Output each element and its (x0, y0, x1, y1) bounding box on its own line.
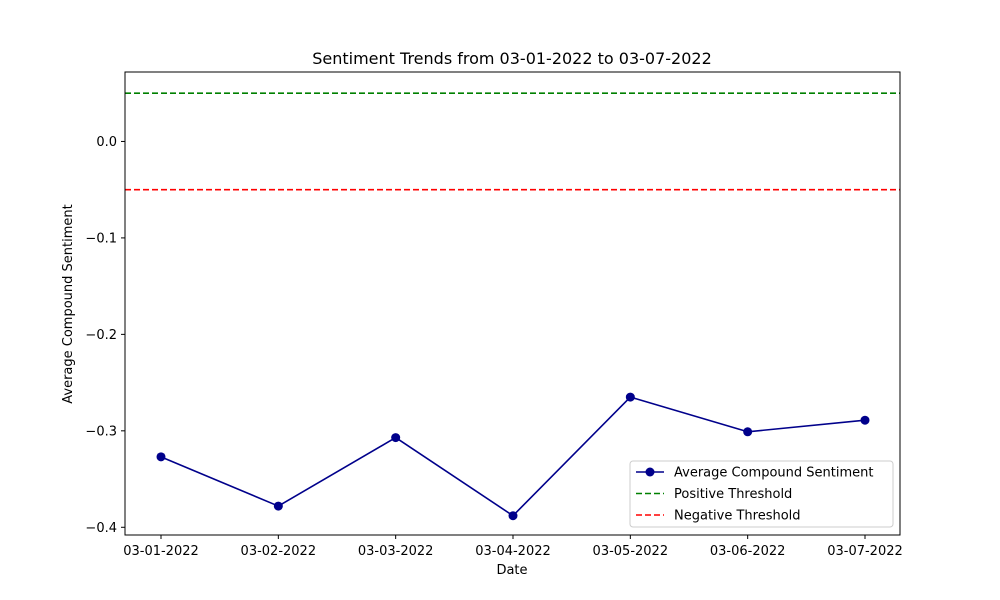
data-point (273, 501, 283, 511)
x-tick-label: 03-01-2022 (123, 544, 199, 559)
y-axis-ticks: 0.0 −0.1 −0.2 −0.3 −0.4 (85, 135, 125, 536)
legend-box (629, 460, 894, 528)
legend-label: Positive Threshold (674, 487, 792, 502)
x-tick-label: 03-03-2022 (358, 544, 434, 559)
x-tick-label: 03-05-2022 (593, 544, 669, 559)
x-axis-title: Date (496, 563, 527, 578)
legend-label: Negative Threshold (674, 509, 801, 524)
threshold-lines (125, 92, 900, 191)
data-point (391, 433, 401, 443)
legend-label: Average Compound Sentiment (674, 466, 873, 481)
data-point (860, 415, 870, 425)
y-tick-label: −0.3 (85, 424, 117, 439)
y-tick-label: −0.2 (85, 328, 117, 343)
plot-background (125, 72, 900, 535)
y-axis-title: Average Compound Sentiment (61, 204, 76, 403)
legend-swatch-marker (645, 467, 655, 477)
x-tick-label: 03-04-2022 (475, 544, 551, 559)
x-tick-label: 03-06-2022 (710, 544, 786, 559)
data-point (625, 392, 635, 402)
series-layer (156, 392, 870, 521)
legend: Average Compound Sentiment Positive Thres… (629, 460, 894, 528)
x-axis-ticks: 03-01-2022 03-02-2022 03-03-2022 03-04-2022… (123, 535, 903, 559)
y-tick-label: −0.4 (85, 521, 117, 536)
x-tick-label: 03-02-2022 (241, 544, 317, 559)
chart-title: Sentiment Trends from 03-01-2022 to 03-0… (312, 49, 712, 68)
y-tick-label: −0.1 (85, 231, 117, 246)
data-point (508, 511, 518, 521)
x-tick-label: 03-07-2022 (827, 544, 903, 559)
y-tick-label: 0.0 (96, 135, 117, 150)
data-point (156, 452, 166, 462)
data-point (743, 427, 753, 437)
